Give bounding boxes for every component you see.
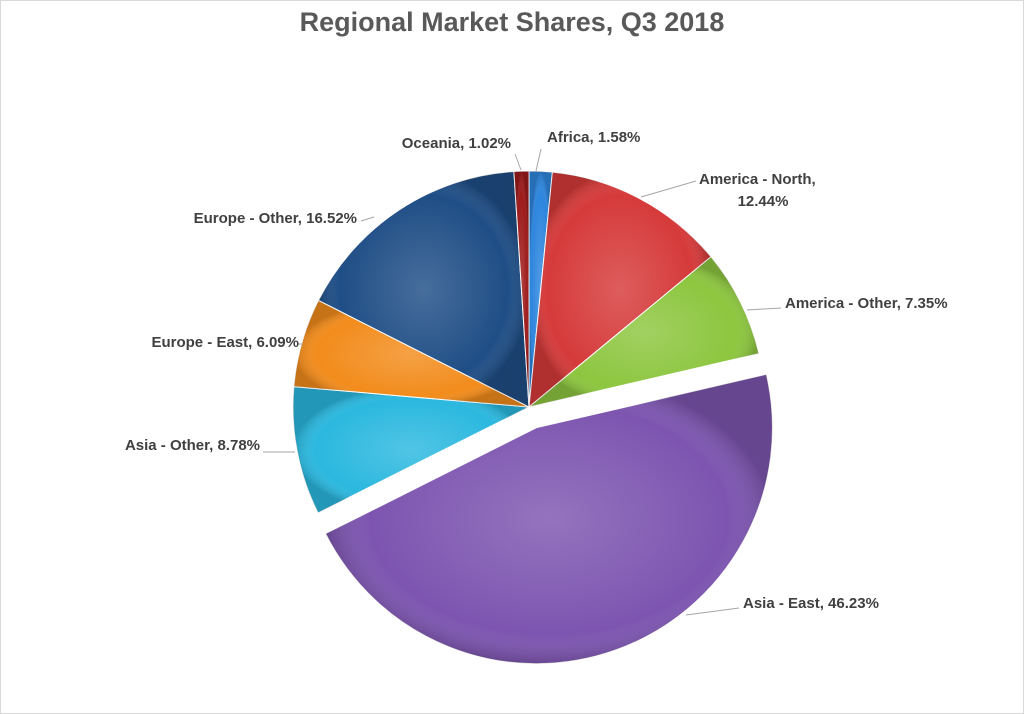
- data-label: Asia - East, 46.23%: [743, 595, 879, 612]
- pie-slice-shade: [318, 171, 529, 407]
- data-label: Oceania, 1.02%: [402, 135, 511, 152]
- pie-slice-shade: [293, 386, 529, 513]
- data-label: America - North, 12.44%: [699, 171, 816, 210]
- data-label: Europe - East, 6.09%: [151, 334, 299, 351]
- pie-slice-shade: [293, 300, 529, 407]
- pie-slice-shade: [529, 172, 712, 407]
- pie-slice-shade: [529, 256, 759, 407]
- data-label: Africa, 1.58%: [547, 129, 640, 146]
- leader-line: [685, 607, 740, 616]
- chart-title: Regional Market Shares, Q3 2018: [299, 7, 725, 37]
- data-label: Europe - Other, 16.52%: [194, 210, 357, 227]
- pie-slice-shade: [325, 374, 773, 664]
- leader-line: [746, 307, 782, 311]
- data-label: America - Other, 7.35%: [785, 295, 948, 312]
- data-label: Asia - Other, 8.78%: [125, 437, 260, 454]
- leader-line: [535, 148, 542, 172]
- leader-line: [360, 216, 375, 222]
- leader-line: [640, 180, 697, 198]
- leader-line: [514, 153, 522, 171]
- pie-slice-shade: [513, 171, 529, 407]
